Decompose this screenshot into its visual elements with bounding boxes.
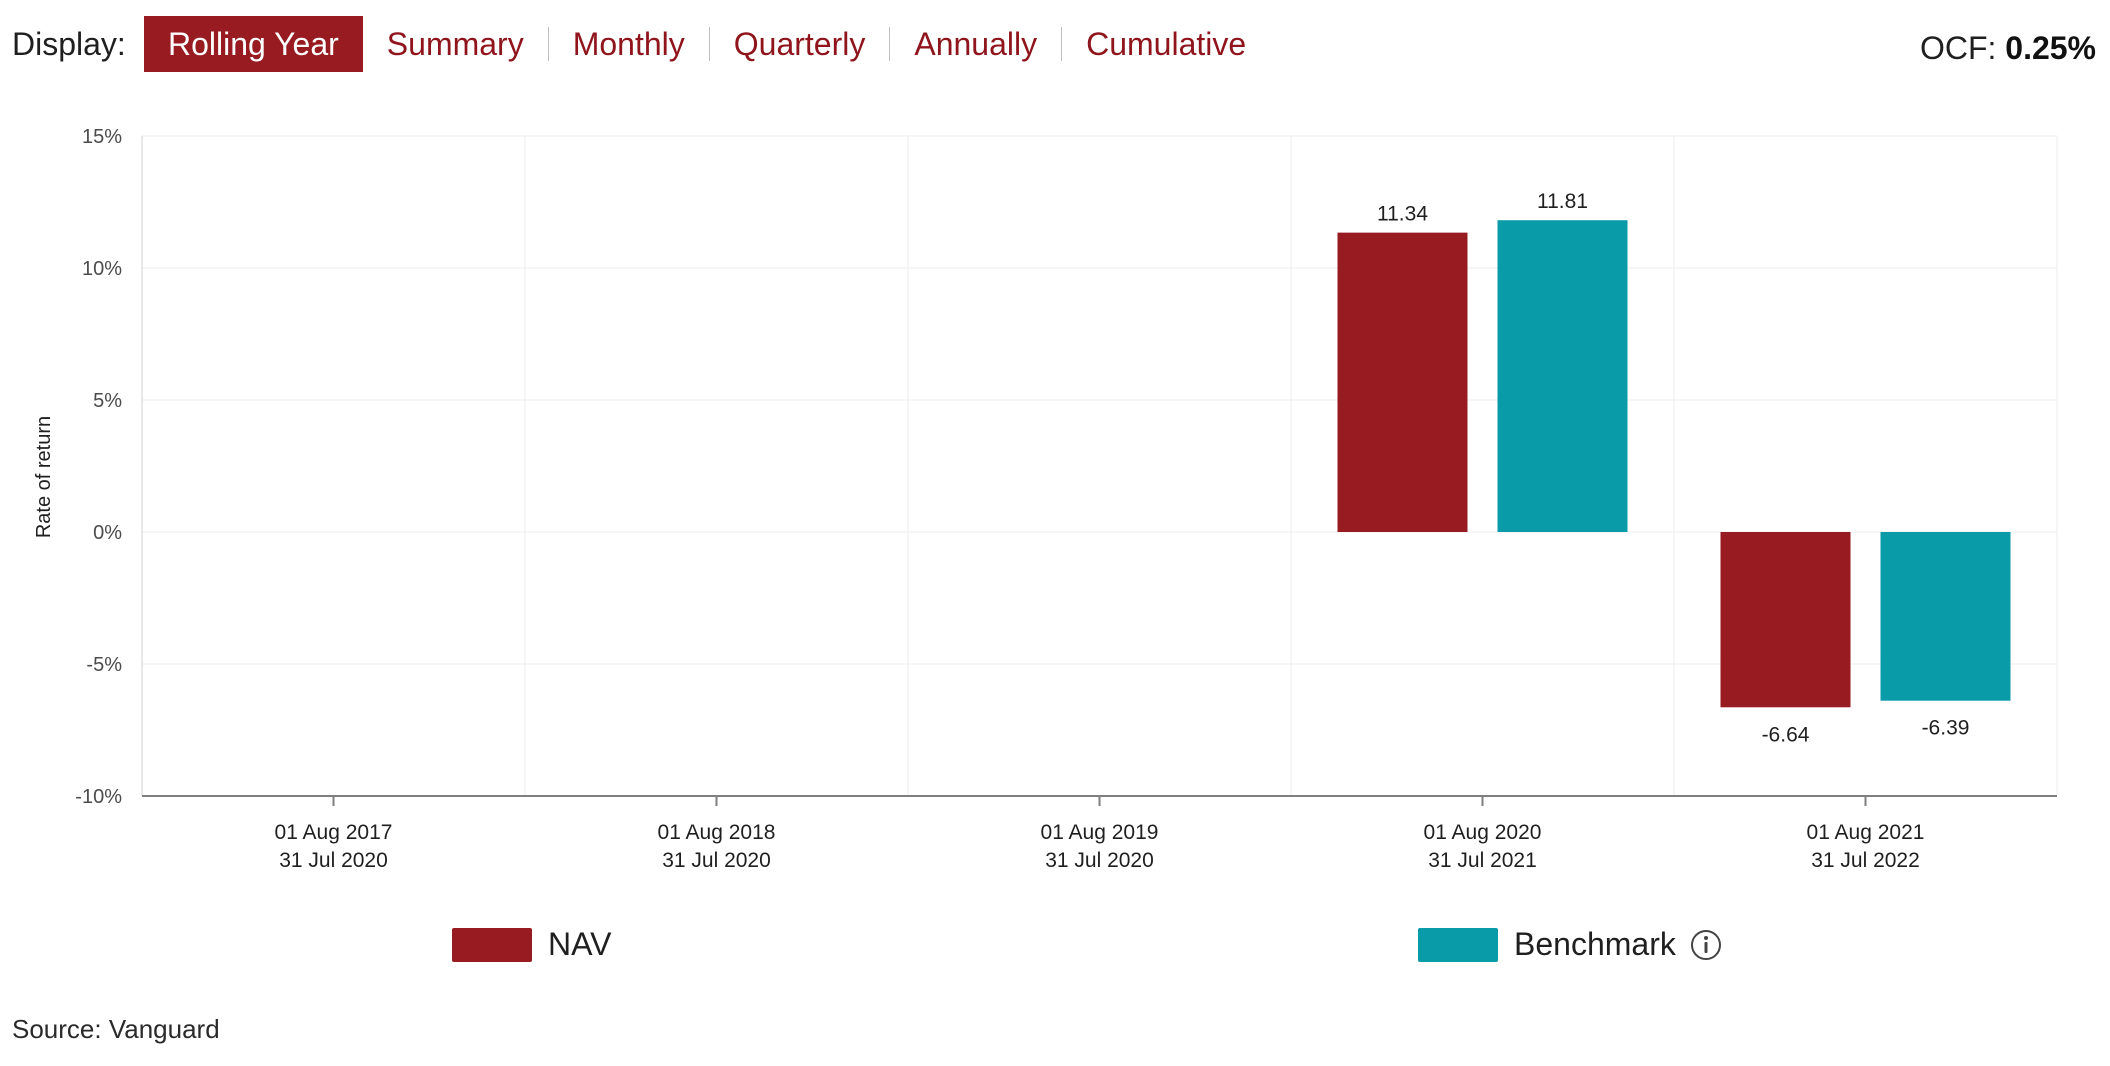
display-tabs: Rolling Year Summary Monthly Quarterly A… bbox=[144, 16, 1270, 72]
data-label-benchmark: -6.39 bbox=[1922, 717, 1970, 740]
tab-annually[interactable]: Annually bbox=[914, 26, 1038, 62]
legend-item-benchmark[interactable]: Benchmark bbox=[1418, 926, 1722, 963]
y-tick-label: 15% bbox=[82, 126, 122, 148]
legend-label-nav: NAV bbox=[548, 926, 612, 962]
legend-label-benchmark: Benchmark bbox=[1514, 926, 1676, 962]
x-tick-label-line1: 01 Aug 2018 bbox=[658, 821, 776, 844]
ocf-value: 0.25% bbox=[2005, 30, 2096, 66]
x-tick-label-line2: 31 Jul 2022 bbox=[1811, 849, 1920, 872]
grid-layer bbox=[141, 135, 2058, 806]
data-label-benchmark: 11.81 bbox=[1537, 190, 1588, 213]
y-axis-label: Rate of return bbox=[33, 416, 55, 538]
tab-monthly[interactable]: Monthly bbox=[572, 26, 685, 62]
data-label-nav: 11.34 bbox=[1377, 203, 1428, 226]
x-tick-label-line2: 31 Jul 2020 bbox=[279, 849, 388, 872]
x-tick-label-line2: 31 Jul 2020 bbox=[662, 849, 771, 872]
rolling-year-bar-chart: -10% -5% 0% 5% 10% 15% 01 Aug 2017 31 Jul 2020 0… bbox=[33, 126, 2058, 872]
tab-separator bbox=[1061, 27, 1063, 61]
ocf-readout: OCF: 0.25% bbox=[1920, 30, 2096, 66]
x-tick-label-line2: 31 Jul 2021 bbox=[1428, 849, 1537, 872]
x-tick-label-line1: 01 Aug 2019 bbox=[1041, 821, 1159, 844]
y-tick-label: -10% bbox=[75, 786, 122, 808]
x-tick-label-line1: 01 Aug 2021 bbox=[1807, 821, 1925, 844]
display-label: Display: bbox=[12, 26, 126, 62]
tab-summary[interactable]: Summary bbox=[386, 26, 524, 62]
legend-item-nav[interactable]: NAV bbox=[452, 926, 611, 963]
chart-legend: NAV Benchmark bbox=[0, 926, 2110, 976]
display-toolbar: Display: Rolling Year Summary Monthly Qu… bbox=[0, 14, 2110, 74]
x-tick-label-line2: 31 Jul 2020 bbox=[1045, 849, 1154, 872]
y-tick-label: 0% bbox=[93, 522, 122, 544]
bars-layer bbox=[1337, 220, 2011, 708]
labels-layer: -10% -5% 0% 5% 10% 15% 01 Aug 2017 31 Jul 2020 0… bbox=[75, 126, 1969, 872]
y-tick-label: 10% bbox=[82, 258, 122, 280]
bar-benchmark bbox=[1497, 220, 1628, 532]
tab-separator bbox=[889, 27, 891, 61]
legend-swatch-benchmark bbox=[1418, 927, 1498, 962]
y-tick-label: -5% bbox=[86, 654, 122, 676]
tab-rolling-year[interactable]: Rolling Year bbox=[144, 16, 363, 72]
source-note: Source: Vanguard bbox=[12, 1014, 220, 1044]
tab-cumulative[interactable]: Cumulative bbox=[1086, 26, 1247, 62]
bar-nav bbox=[1337, 232, 1468, 532]
y-tick-label: 5% bbox=[93, 390, 122, 412]
info-icon[interactable] bbox=[1690, 929, 1722, 961]
tab-separator bbox=[708, 27, 710, 61]
legend-swatch-nav bbox=[452, 927, 532, 962]
tab-quarterly[interactable]: Quarterly bbox=[733, 26, 866, 62]
data-label-nav: -6.64 bbox=[1762, 723, 1810, 746]
ocf-label: OCF: bbox=[1919, 30, 1997, 66]
tab-separator bbox=[547, 27, 549, 61]
x-tick-label-line1: 01 Aug 2017 bbox=[275, 821, 393, 844]
x-tick-label-line1: 01 Aug 2020 bbox=[1424, 821, 1542, 844]
bar-benchmark bbox=[1880, 532, 2011, 701]
bar-nav bbox=[1720, 532, 1851, 708]
